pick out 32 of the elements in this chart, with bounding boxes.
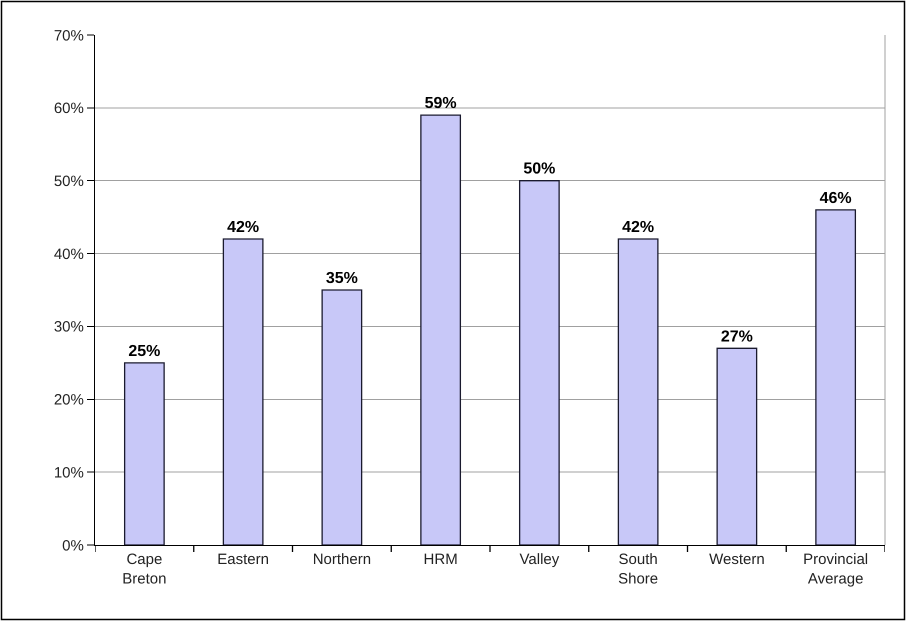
data-label: 46% <box>820 190 852 207</box>
y-tick-label: 10% <box>54 464 84 482</box>
bar <box>618 238 659 545</box>
bar <box>518 180 560 545</box>
x-tick-label: Cape Breton <box>122 551 166 588</box>
x-tick-label: Provincial Average <box>803 551 868 588</box>
x-tick-label: Eastern <box>217 551 269 568</box>
y-tick-label: 30% <box>54 318 84 336</box>
bar <box>716 348 758 545</box>
data-label: 42% <box>622 219 654 236</box>
x-tick-label: Northern <box>312 551 372 568</box>
bar <box>321 289 362 545</box>
bar <box>420 114 462 545</box>
x-tick-label: HRM <box>424 551 458 568</box>
bar <box>222 238 264 545</box>
y-tick-label: 40% <box>54 246 84 263</box>
data-label: 50% <box>523 160 556 178</box>
bar <box>815 209 856 545</box>
y-tick-label: 70% <box>54 27 84 44</box>
data-label: 35% <box>326 270 358 287</box>
y-tick-label: 0% <box>62 537 84 554</box>
y-tick-label: 60% <box>54 100 84 118</box>
y-tick-label: 50% <box>54 172 84 190</box>
bar <box>124 362 165 545</box>
data-label: 25% <box>128 342 160 360</box>
data-label: 42% <box>227 219 260 236</box>
data-label: 27% <box>720 328 753 346</box>
x-tick-label: Valley <box>520 551 560 568</box>
data-label: 59% <box>424 95 457 112</box>
x-tick-label: South Shore <box>618 551 658 588</box>
y-tick-label: 20% <box>54 392 84 409</box>
x-tick-label: Western <box>709 551 765 568</box>
